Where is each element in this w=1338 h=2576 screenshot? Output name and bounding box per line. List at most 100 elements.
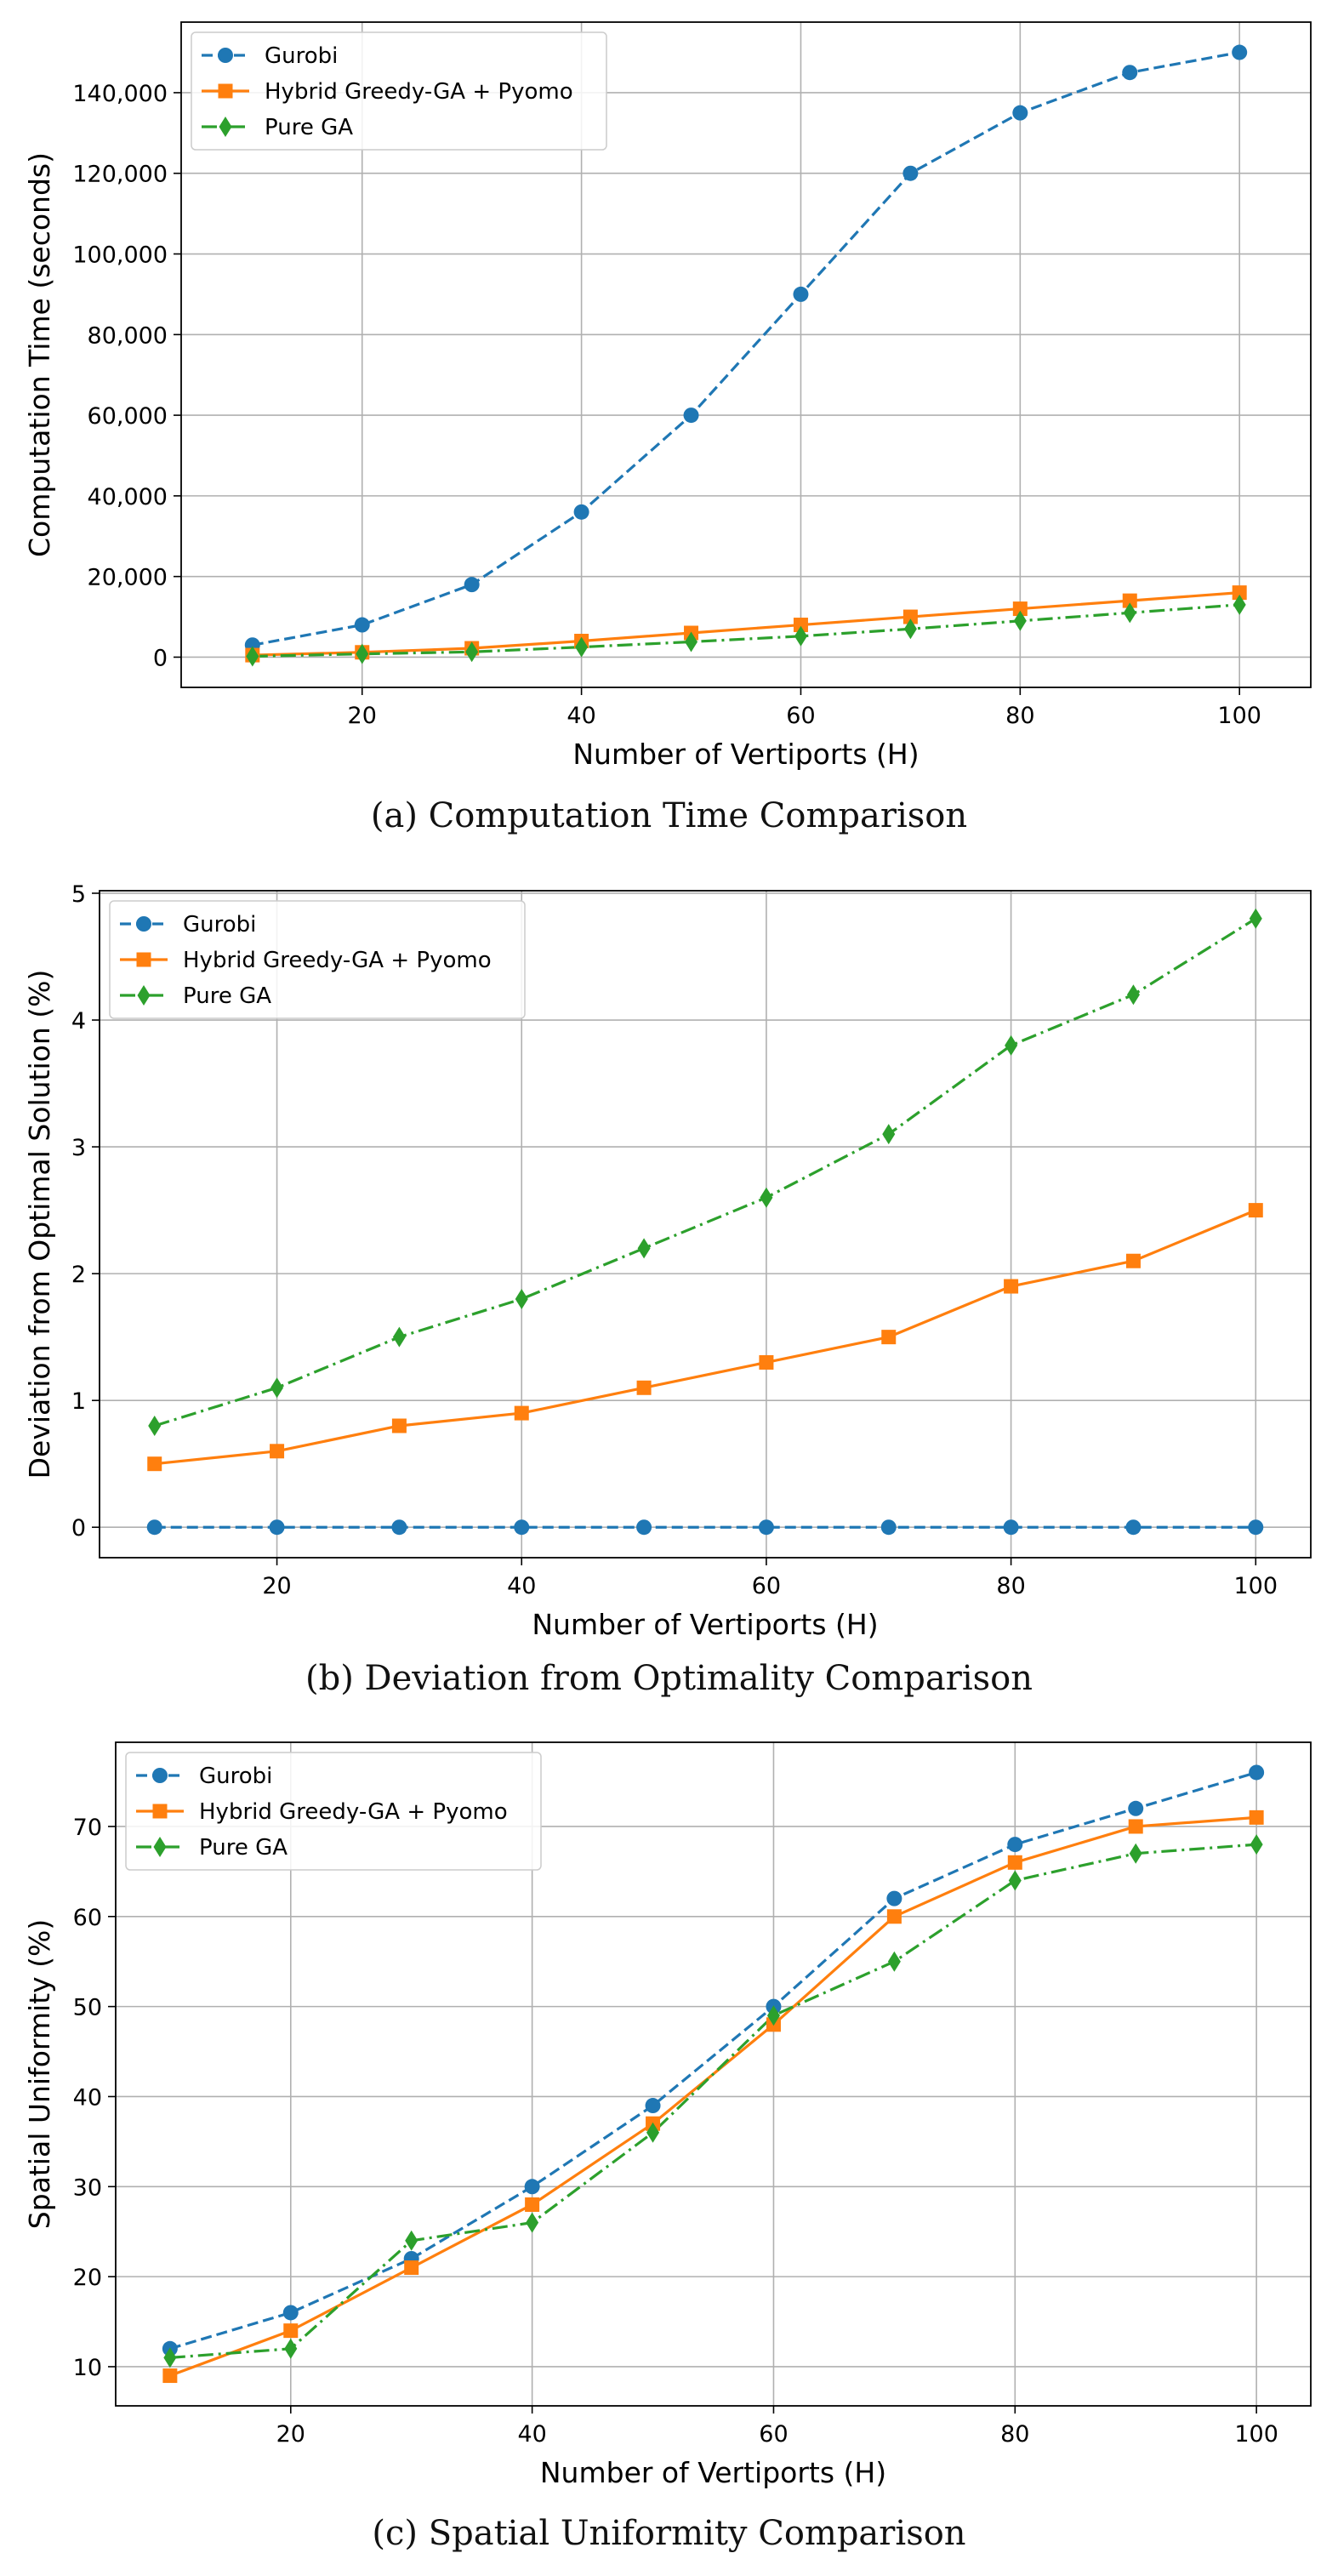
data-point-pure [575, 636, 589, 658]
data-point-pure [1126, 984, 1140, 1006]
y-tick-label: 70 [73, 1815, 102, 1841]
x-tick-label: 40 [567, 703, 595, 729]
legend-marker-hybrid [152, 1804, 168, 1819]
data-point-hybrid [391, 1418, 407, 1433]
x-tick-label: 20 [262, 1573, 291, 1599]
caption-b: (b) Deviation from Optimality Comparison [305, 1659, 1033, 1698]
data-point-pure [903, 618, 917, 640]
data-point-gurobi [573, 504, 589, 520]
chart-c: 20 40 60 80 100 10 20 30 40 50 60 70 Number of Verti… [23, 1741, 1312, 2489]
x-tick-label: 100 [1234, 2421, 1278, 2448]
data-point-pure [1250, 1834, 1263, 1855]
data-point-hybrid [759, 1354, 774, 1370]
data-point-gurobi [464, 577, 480, 593]
plot-frame [180, 21, 1312, 688]
legend-label-hybrid: Hybrid Greedy-GA + Pyomo [265, 79, 573, 105]
data-point-hybrid [514, 1405, 529, 1421]
data-point-pure [1008, 1870, 1022, 1891]
data-point-gurobi [1007, 1837, 1023, 1853]
x-axis-label: Number of Vertiports (H) [540, 2456, 886, 2489]
y-tick-label: 140,000 [72, 81, 168, 107]
data-point-pure [526, 2212, 539, 2233]
legend: Gurobi Hybrid Greedy-GA + Pyomo Pure GA [109, 900, 526, 1019]
y-tick-label: 60,000 [88, 403, 168, 430]
data-point-gurobi [1249, 1764, 1265, 1781]
data-point-pure [685, 631, 698, 653]
y-tick-label: 20 [73, 2265, 102, 2291]
series-line-hybrid [252, 591, 1240, 657]
x-tick-label: 40 [517, 2421, 546, 2448]
legend-marker-hybrid [218, 83, 233, 99]
y-tick-label: 3 [71, 1135, 86, 1161]
data-point-gurobi [645, 2098, 661, 2114]
data-point-gurobi [793, 286, 809, 302]
data-point-pure [1249, 908, 1262, 929]
data-point-gurobi [880, 1519, 897, 1536]
data-point-pure [1013, 610, 1027, 631]
data-point-pure [465, 641, 479, 663]
data-point-pure [646, 2122, 660, 2143]
data-point-gurobi [902, 165, 919, 181]
x-tick-label: 60 [752, 1573, 781, 1599]
x-tick-label: 80 [1005, 703, 1034, 729]
data-point-hybrid [1122, 593, 1137, 608]
data-point-pure [882, 1124, 896, 1145]
data-point-pure [270, 1377, 284, 1399]
series-line-hybrid [154, 1209, 1256, 1466]
y-axis-label: Spatial Uniformity (%) [23, 1919, 56, 2230]
data-point-hybrid [793, 618, 808, 633]
data-point-pure [356, 643, 369, 664]
legend-box [125, 1752, 542, 1871]
caption-a: (a) Computation Time Comparison [370, 796, 968, 835]
data-point-hybrid [1248, 1203, 1263, 1218]
legend-label-pure: Pure GA [183, 983, 271, 1009]
legend-marker-pure [219, 117, 232, 137]
y-tick-label: 40 [73, 2084, 102, 2111]
legend-label-pure: Pure GA [199, 1835, 288, 1861]
data-point-pure [1005, 1034, 1018, 1056]
legend-marker-gurobi [152, 1768, 168, 1783]
legend: Gurobi Hybrid Greedy-GA + Pyomo Pure GA [191, 31, 607, 151]
data-point-hybrid [147, 1456, 162, 1472]
legend-box [191, 31, 607, 151]
data-point-hybrid [404, 2260, 419, 2276]
legend-label-gurobi: Gurobi [183, 912, 256, 938]
data-point-hybrid [162, 2368, 178, 2384]
data-point-hybrid [1125, 1253, 1141, 1268]
plot-frame [115, 1741, 1312, 2407]
data-point-pure [405, 2230, 418, 2251]
x-tick-label: 40 [507, 1573, 536, 1599]
data-point-pure [392, 1326, 406, 1348]
legend-marker-pure [137, 985, 151, 1006]
legend-marker-gurobi [136, 916, 151, 932]
data-point-hybrid [1012, 601, 1028, 617]
legend-marker-pure [153, 1837, 167, 1857]
data-point-gurobi [269, 1519, 285, 1536]
data-point-pure [1123, 602, 1136, 624]
legend-marker-hybrid [136, 952, 151, 967]
caption-c: (c) Spatial Uniformity Comparison [372, 2514, 966, 2553]
legend-label-gurobi: Gurobi [199, 1764, 272, 1789]
y-tick-label: 10 [73, 2355, 102, 2381]
data-point-hybrid [1128, 1819, 1143, 1834]
y-tick-label: 1 [71, 1388, 86, 1415]
legend-label-pure: Pure GA [265, 115, 353, 140]
data-point-pure [766, 2005, 780, 2026]
y-tick-label: 50 [73, 1995, 102, 2021]
y-tick-label: 0 [153, 645, 168, 671]
data-point-hybrid [1232, 585, 1247, 601]
data-point-hybrid [902, 609, 918, 624]
x-tick-label: 60 [759, 2421, 788, 2448]
chart-a: 20 40 60 80 100 0 20,000 40,000 60,000 80,000 100,… [23, 21, 1312, 771]
data-point-gurobi [886, 1890, 902, 1906]
plot-frame [99, 890, 1312, 1559]
data-point-hybrid [283, 2323, 299, 2339]
data-point-gurobi [1248, 1519, 1264, 1536]
y-tick-label: 30 [73, 2174, 102, 2201]
y-axis-label: Deviation from Optimal Solution (%) [23, 970, 56, 1479]
x-tick-label: 80 [996, 1573, 1025, 1599]
data-point-pure [148, 1415, 162, 1436]
data-point-gurobi [1012, 105, 1028, 121]
data-point-gurobi [683, 407, 699, 424]
